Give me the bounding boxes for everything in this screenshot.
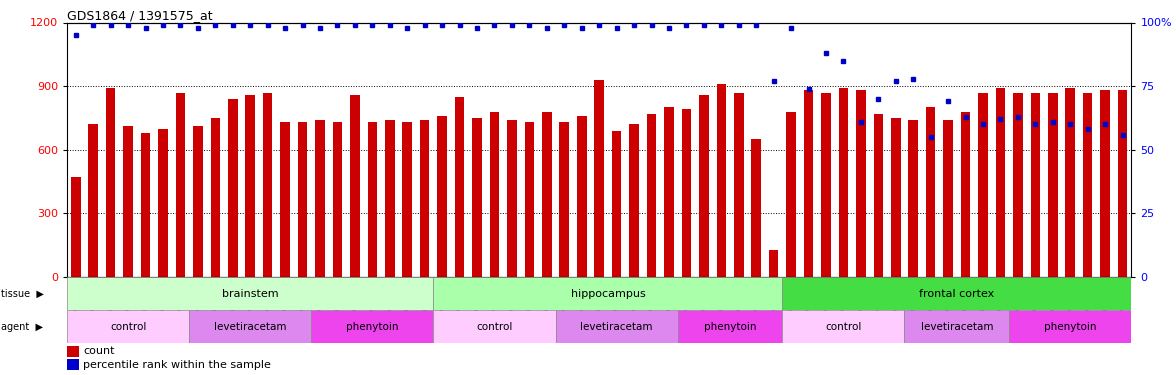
Bar — [507, 120, 516, 277]
Text: levetiracetam: levetiracetam — [214, 322, 287, 332]
Bar — [67, 310, 189, 343]
Bar — [594, 80, 604, 277]
Bar — [312, 310, 434, 343]
Bar — [402, 122, 412, 277]
Text: hippocampus: hippocampus — [570, 289, 646, 298]
Bar — [577, 116, 587, 277]
Bar — [175, 93, 186, 277]
Bar — [473, 118, 482, 277]
Bar — [350, 94, 360, 277]
Bar — [769, 249, 779, 277]
Bar — [298, 122, 307, 277]
Bar — [437, 116, 447, 277]
Bar — [385, 120, 395, 277]
Bar — [489, 112, 500, 277]
Bar — [891, 118, 901, 277]
Bar — [123, 126, 133, 277]
Text: control: control — [826, 322, 862, 332]
Bar — [1101, 90, 1110, 277]
Bar — [67, 359, 79, 370]
Bar — [67, 346, 79, 357]
Bar — [821, 93, 830, 277]
Bar — [542, 112, 552, 277]
Text: phenytoin: phenytoin — [1044, 322, 1096, 332]
Bar — [664, 107, 674, 277]
Bar — [159, 129, 168, 277]
Bar — [751, 139, 761, 277]
Bar — [961, 112, 970, 277]
Bar — [1013, 93, 1023, 277]
Bar — [682, 110, 691, 277]
Bar — [647, 114, 656, 277]
Bar — [193, 126, 202, 277]
Text: brainstem: brainstem — [222, 289, 279, 298]
Text: tissue  ▶: tissue ▶ — [1, 289, 44, 298]
Bar — [1009, 310, 1131, 343]
Bar — [315, 120, 325, 277]
Bar — [228, 99, 238, 277]
Bar — [629, 124, 639, 277]
Bar — [246, 94, 255, 277]
Bar — [856, 90, 866, 277]
Bar — [434, 277, 782, 310]
Bar — [996, 88, 1005, 277]
Bar — [141, 133, 151, 277]
Bar — [782, 277, 1131, 310]
Bar — [978, 93, 988, 277]
Text: frontal cortex: frontal cortex — [920, 289, 995, 298]
Bar — [926, 107, 935, 277]
Bar — [1118, 90, 1128, 277]
Bar — [555, 310, 677, 343]
Text: phenytoin: phenytoin — [346, 322, 399, 332]
Bar — [106, 88, 115, 277]
Bar — [67, 277, 434, 310]
Bar — [787, 112, 796, 277]
Text: phenytoin: phenytoin — [703, 322, 756, 332]
Bar — [524, 122, 534, 277]
Bar — [455, 97, 465, 277]
Bar — [838, 88, 848, 277]
Bar — [560, 122, 569, 277]
Bar — [211, 118, 220, 277]
Bar — [1030, 93, 1040, 277]
Text: count: count — [83, 346, 114, 356]
Text: GDS1864 / 1391575_at: GDS1864 / 1391575_at — [67, 9, 213, 22]
Bar — [1083, 93, 1093, 277]
Bar — [716, 84, 726, 277]
Bar — [189, 310, 312, 343]
Bar — [908, 120, 918, 277]
Bar — [943, 120, 953, 277]
Text: control: control — [109, 322, 146, 332]
Bar — [1048, 93, 1057, 277]
Text: levetiracetam: levetiracetam — [921, 322, 993, 332]
Bar — [368, 122, 377, 277]
Bar — [677, 310, 782, 343]
Text: control: control — [476, 322, 513, 332]
Bar — [434, 310, 555, 343]
Text: levetiracetam: levetiracetam — [581, 322, 653, 332]
Bar — [782, 310, 904, 343]
Bar — [612, 131, 621, 277]
Bar — [803, 90, 814, 277]
Text: percentile rank within the sample: percentile rank within the sample — [83, 360, 270, 369]
Bar — [88, 124, 98, 277]
Text: agent  ▶: agent ▶ — [1, 322, 44, 332]
Bar — [333, 122, 342, 277]
Bar — [699, 94, 709, 277]
Bar — [280, 122, 290, 277]
Bar — [420, 120, 429, 277]
Bar — [263, 93, 273, 277]
Bar — [1065, 88, 1075, 277]
Bar — [874, 114, 883, 277]
Bar — [71, 177, 80, 277]
Bar — [904, 310, 1009, 343]
Bar — [734, 93, 743, 277]
